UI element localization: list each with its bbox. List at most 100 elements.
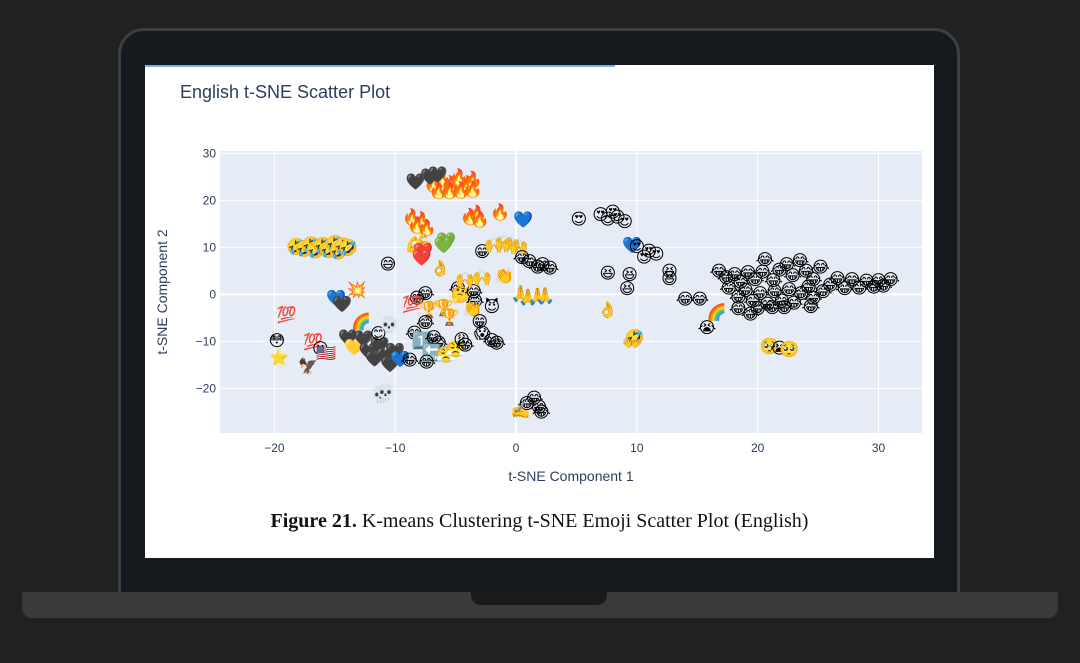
y-tick-label: 30 bbox=[203, 146, 217, 160]
emoji-point: 🤔 bbox=[450, 285, 470, 304]
emoji-point: 😂 bbox=[763, 298, 782, 317]
emoji-point: 😍 bbox=[571, 210, 588, 229]
emoji-point: 🖤 bbox=[332, 294, 352, 313]
emoji-point: 🙏 bbox=[518, 288, 538, 307]
emoji-point: 😂 bbox=[405, 323, 424, 342]
emoji-point: 😂 bbox=[416, 313, 435, 332]
emoji-point: 😂 bbox=[777, 255, 796, 274]
emoji-point: 💙 bbox=[390, 350, 410, 369]
emoji-point: 😆 bbox=[600, 264, 617, 283]
emoji-point: 😂 bbox=[416, 284, 435, 303]
emoji-point: 😂 bbox=[792, 284, 811, 303]
emoji-point: 🙏 bbox=[511, 284, 531, 303]
emoji-point: 😂 bbox=[717, 268, 736, 287]
emoji-point: 😂 bbox=[756, 250, 775, 269]
emoji-point: 😍 bbox=[600, 210, 617, 229]
emoji-point: 🙏 bbox=[528, 287, 548, 306]
emoji-point: 🔥 bbox=[463, 170, 483, 189]
y-tick-label: 10 bbox=[203, 240, 217, 254]
emoji-point: 😅 bbox=[380, 254, 397, 273]
plot-area bbox=[220, 151, 922, 433]
emoji-point: 😂 bbox=[775, 298, 794, 317]
emoji-point: 🔥 bbox=[463, 180, 483, 199]
emoji-point: 🙌 bbox=[455, 270, 475, 289]
emoji-point: 🖤 bbox=[380, 354, 400, 373]
emoji-point: 💀 bbox=[379, 315, 399, 334]
emoji-point: 😂 bbox=[725, 265, 744, 284]
emoji-point: 😂 bbox=[881, 270, 900, 289]
emoji-point: 😂 bbox=[814, 282, 833, 301]
emoji-point: 😤 bbox=[446, 339, 466, 358]
emoji-point: 😂 bbox=[811, 258, 830, 277]
x-axis-ticks: −20 −10 0 10 20 30 bbox=[264, 441, 885, 455]
emoji-point: 🔥 bbox=[490, 203, 510, 222]
emoji-point: 😂 bbox=[518, 394, 537, 413]
emoji-point: 😊 bbox=[370, 324, 387, 343]
x-tick-label: 0 bbox=[513, 441, 520, 455]
figure-caption: Figure 21. K-means Clustering t-SNE Emoj… bbox=[145, 510, 934, 533]
emoji-point: 🖤 bbox=[385, 341, 405, 360]
emoji-point: 😂 bbox=[869, 271, 888, 290]
emoji-point: 🔥 bbox=[429, 181, 449, 200]
emoji-point: 😂 bbox=[530, 398, 549, 417]
emoji-point: ⭐ bbox=[269, 348, 289, 367]
emoji-point: 🖤 bbox=[359, 341, 379, 360]
emoji-point: 🤣 bbox=[324, 234, 345, 254]
emoji-point: 😤 bbox=[436, 345, 456, 364]
emoji-point: 🌈 bbox=[351, 312, 371, 331]
emoji-point: 😂 bbox=[456, 336, 475, 355]
emoji-point: 🖤 bbox=[365, 349, 385, 368]
emoji-point: 👐 bbox=[622, 334, 642, 353]
emoji-point: 💯 bbox=[276, 305, 296, 324]
emoji-point: 😍 bbox=[629, 237, 646, 256]
emoji-point: 💙 bbox=[513, 210, 533, 229]
emoji-point: 🔥 bbox=[449, 167, 469, 186]
emoji-point: 🥺 bbox=[779, 339, 799, 358]
emoji-point: 🤣 bbox=[294, 239, 315, 259]
emoji-point: 💀 bbox=[376, 383, 396, 402]
emoji-point: 😍 bbox=[616, 212, 633, 231]
emoji-point: 😆 bbox=[661, 261, 678, 280]
emoji-point: 🔥 bbox=[441, 174, 461, 193]
emoji-point: 😂 bbox=[487, 334, 506, 353]
emoji-point: 🙌 bbox=[501, 235, 521, 254]
emoji-point: 😂 bbox=[783, 266, 802, 285]
x-tick-label: 30 bbox=[872, 441, 886, 455]
emoji-point: 😂 bbox=[731, 273, 750, 292]
emoji-point: 😂 bbox=[710, 261, 729, 280]
emoji-point: 🔥 bbox=[407, 215, 427, 234]
emoji-point: 🤣 bbox=[300, 236, 321, 256]
y-tick-label: 0 bbox=[209, 287, 216, 301]
emoji-point: 😂 bbox=[483, 331, 502, 350]
emoji-point: 😂 bbox=[417, 353, 436, 372]
emoji-point: 👌 bbox=[598, 300, 618, 319]
emoji-point: 🔥 bbox=[450, 181, 470, 200]
emoji-point: 😂 bbox=[835, 279, 854, 298]
emoji-point: 😂 bbox=[764, 271, 783, 290]
emoji-point: 🔥 bbox=[470, 210, 490, 229]
emoji-point: 😈 bbox=[484, 297, 501, 316]
emoji-point: 😂 bbox=[746, 270, 765, 289]
emoji-point: 🤣 bbox=[318, 240, 339, 260]
screen-top-line bbox=[145, 65, 615, 67]
emoji-point: 😂 bbox=[533, 255, 552, 274]
emoji-point: 😂 bbox=[804, 289, 823, 308]
emoji-point: 🔥 bbox=[467, 204, 487, 223]
emoji-point: 😭 bbox=[698, 318, 717, 337]
emoji-point: 😂 bbox=[753, 262, 772, 281]
emoji-point: 🏆 bbox=[440, 307, 460, 326]
emoji-point: 😂 bbox=[729, 299, 748, 318]
emoji-point: 😂 bbox=[736, 281, 755, 300]
emoji-point: 🔥 bbox=[424, 174, 444, 193]
x-tick-label: 20 bbox=[751, 441, 765, 455]
emoji-point: 😂 bbox=[520, 252, 539, 271]
emoji-point: 😂 bbox=[719, 278, 738, 297]
emoji-point: 🤣 bbox=[304, 241, 325, 261]
emoji-point: 😆 bbox=[621, 265, 638, 284]
emoji-point: 😍 bbox=[636, 247, 653, 266]
emoji-point: 😂 bbox=[525, 389, 544, 408]
emoji-point: 😂 bbox=[541, 259, 560, 278]
emoji-point: 1️⃣ bbox=[412, 331, 432, 350]
emoji-point: 🤣 bbox=[332, 236, 353, 256]
emoji-point: 😍 bbox=[592, 205, 609, 224]
